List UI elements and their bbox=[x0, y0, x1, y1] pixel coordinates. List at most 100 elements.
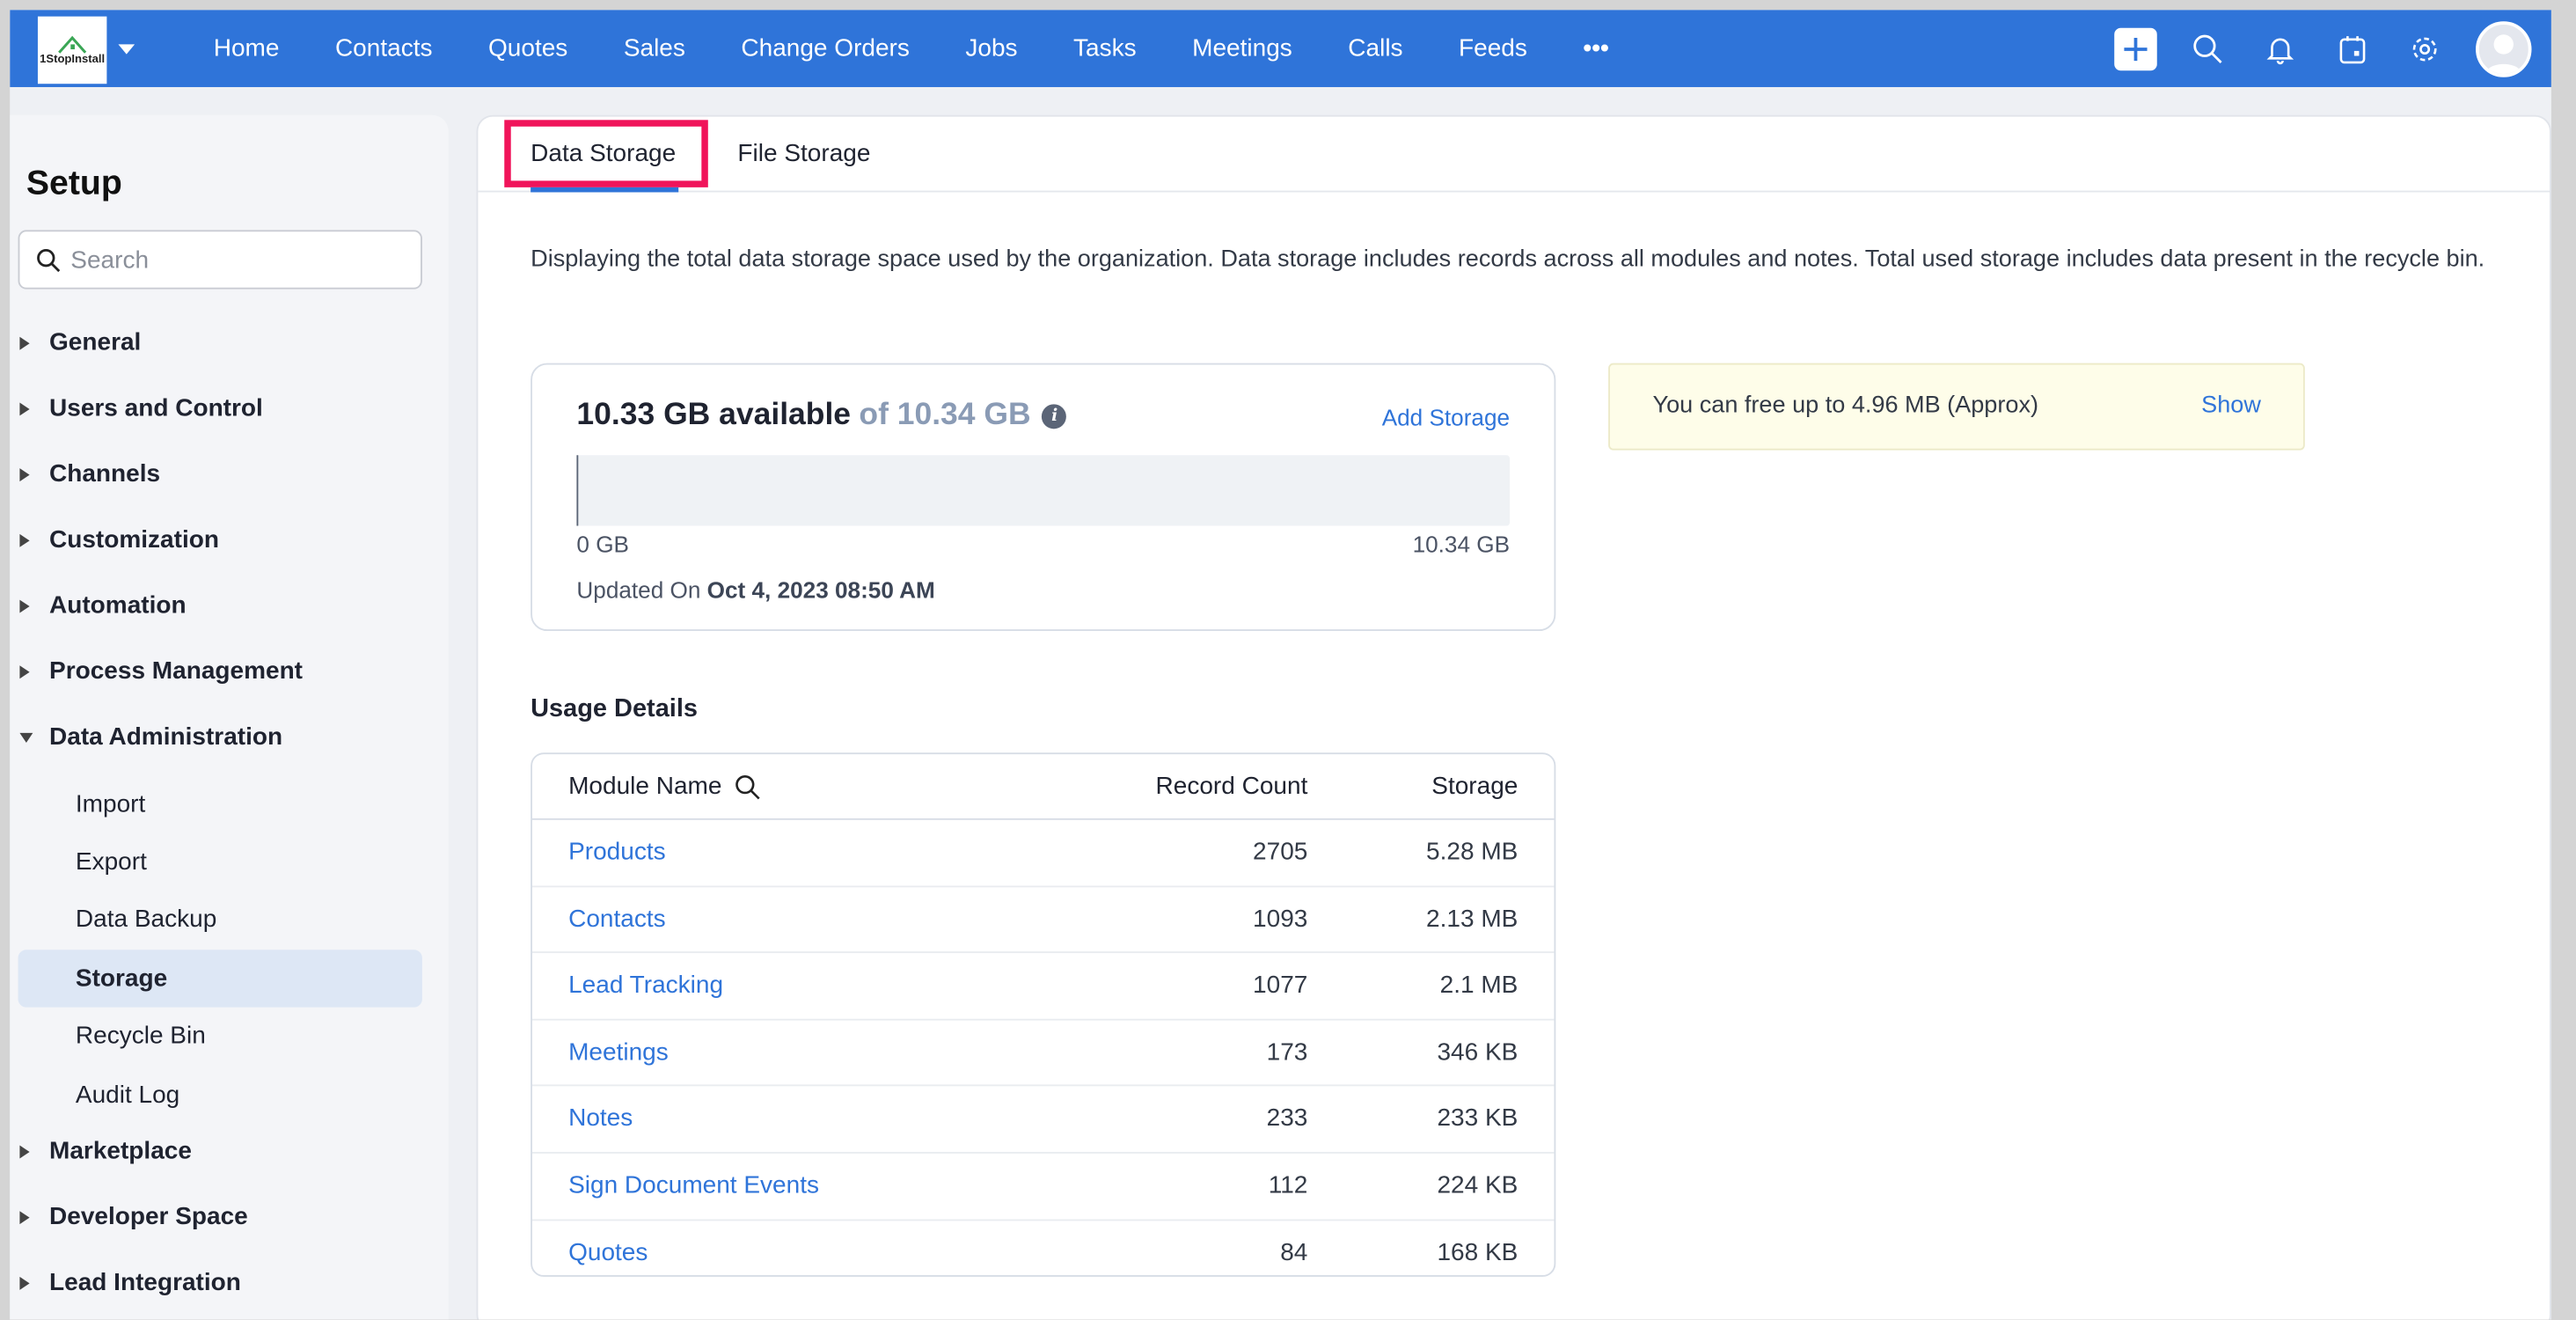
label: Data Administration bbox=[49, 722, 283, 752]
label: General bbox=[49, 328, 142, 357]
storage-size: 168 KB bbox=[1437, 1238, 1519, 1266]
calendar-icon[interactable] bbox=[2331, 27, 2375, 70]
settings-gear-icon[interactable] bbox=[2404, 27, 2447, 70]
nav-sales[interactable]: Sales bbox=[623, 34, 685, 62]
module-link[interactable]: Meetings bbox=[568, 1038, 669, 1067]
updated-value: Oct 4, 2023 08:50 AM bbox=[706, 576, 935, 604]
col-record-count[interactable]: Record Count bbox=[1155, 772, 1308, 801]
org-logo[interactable]: 1StopInstall bbox=[37, 16, 107, 84]
search-icon[interactable] bbox=[2186, 27, 2229, 70]
expand-arrow-icon bbox=[19, 532, 30, 546]
table-header: Module Name Record Count Storage bbox=[532, 754, 1555, 820]
free-up-text: You can free up to 4.96 MB (Approx) bbox=[1652, 392, 2038, 420]
sidebar-item-marketplace[interactable]: Marketplace bbox=[19, 1137, 192, 1165]
bell-icon[interactable] bbox=[2259, 27, 2302, 70]
record-count: 1077 bbox=[1253, 971, 1308, 1000]
expand-arrow-icon bbox=[19, 1275, 30, 1289]
expand-arrow-icon bbox=[19, 467, 30, 481]
sidebar-item-customization[interactable]: Customization bbox=[19, 526, 219, 554]
col-storage[interactable]: Storage bbox=[1431, 772, 1519, 801]
usage-table: Module Name Record Count Storage Product… bbox=[531, 752, 1556, 1277]
label: Automation bbox=[49, 591, 187, 620]
show-link[interactable]: Show bbox=[2201, 392, 2261, 420]
bar-min-label: 0 GB bbox=[576, 531, 630, 558]
search-placeholder: Search bbox=[70, 246, 150, 274]
label: Developer Space bbox=[49, 1202, 248, 1231]
user-avatar[interactable] bbox=[2476, 20, 2532, 77]
module-link[interactable]: Lead Tracking bbox=[568, 971, 724, 1000]
module-link[interactable]: Quotes bbox=[568, 1238, 648, 1266]
setup-sidebar: Setup Search General Users and Control C… bbox=[10, 114, 449, 1320]
nav-contacts[interactable]: Contacts bbox=[334, 34, 433, 62]
app-window: 1StopInstall Home Contacts Quotes Sales … bbox=[10, 10, 2551, 1320]
sidebar-item-process-management[interactable]: Process Management bbox=[19, 657, 303, 686]
expand-arrow-icon bbox=[19, 335, 30, 349]
active-tab-indicator bbox=[531, 187, 679, 193]
storage-size: 2.13 MB bbox=[1426, 905, 1519, 933]
module-link[interactable]: Contacts bbox=[568, 905, 666, 933]
expand-arrow-icon bbox=[19, 401, 30, 415]
sidebar-item-channels[interactable]: Channels bbox=[19, 460, 160, 488]
sidebar-item-lead-integration[interactable]: Lead Integration bbox=[19, 1268, 241, 1297]
storage-usage-bar bbox=[576, 455, 1511, 526]
sidebar-item-general[interactable]: General bbox=[19, 328, 141, 356]
storage-usage-fill bbox=[576, 455, 579, 526]
bar-max-label: 10.34 GB bbox=[1412, 531, 1511, 558]
sidebar-item-data-administration[interactable]: Data Administration bbox=[19, 722, 283, 752]
tab-file-storage[interactable]: File Storage bbox=[737, 139, 871, 168]
org-switcher-caret-icon[interactable] bbox=[118, 44, 135, 55]
nav-tasks[interactable]: Tasks bbox=[1073, 34, 1137, 62]
tab-data-storage[interactable]: Data Storage bbox=[531, 139, 677, 168]
sidebar-subitem-import[interactable]: Import bbox=[75, 790, 146, 818]
module-link[interactable]: Sign Document Events bbox=[568, 1171, 819, 1200]
expand-arrow-icon bbox=[19, 1144, 30, 1158]
storage-available: 10.33 GB available of 10.34 GB i bbox=[576, 397, 1067, 434]
record-count: 233 bbox=[1266, 1104, 1308, 1133]
sidebar-subitem-audit-log[interactable]: Audit Log bbox=[75, 1081, 180, 1110]
nav-feeds[interactable]: Feeds bbox=[1459, 34, 1527, 62]
top-nav-bar: 1StopInstall Home Contacts Quotes Sales … bbox=[10, 10, 2551, 87]
create-plus-icon[interactable] bbox=[2114, 26, 2157, 70]
sidebar-item-users-and-control[interactable]: Users and Control bbox=[19, 394, 263, 422]
nav-more-icon[interactable]: ••• bbox=[1583, 34, 1609, 62]
label: Users and Control bbox=[49, 394, 263, 422]
sidebar-subitem-export[interactable]: Export bbox=[75, 847, 147, 876]
expand-arrow-icon bbox=[19, 1210, 30, 1224]
sidebar-search-input[interactable]: Search bbox=[18, 230, 422, 290]
storage-size: 233 KB bbox=[1437, 1104, 1519, 1133]
sidebar-subitem-data-backup[interactable]: Data Backup bbox=[75, 905, 217, 934]
module-link[interactable]: Products bbox=[568, 838, 666, 867]
nav-change-orders[interactable]: Change Orders bbox=[741, 34, 910, 62]
info-icon[interactable]: i bbox=[1042, 403, 1067, 429]
record-count: 84 bbox=[1280, 1238, 1308, 1266]
storage-size: 346 KB bbox=[1437, 1038, 1519, 1067]
record-count: 173 bbox=[1266, 1038, 1308, 1067]
sidebar-title: Setup bbox=[26, 164, 122, 202]
sidebar-item-automation[interactable]: Automation bbox=[19, 591, 187, 620]
top-actions bbox=[2114, 10, 2551, 87]
nav-home[interactable]: Home bbox=[213, 34, 280, 62]
nav-calls[interactable]: Calls bbox=[1348, 34, 1403, 62]
label: Marketplace bbox=[49, 1137, 192, 1165]
available-text: 10.33 GB available bbox=[576, 397, 852, 433]
table-row: Notes 233 233 KB bbox=[532, 1087, 1555, 1154]
expand-arrow-icon bbox=[19, 664, 30, 678]
sidebar-subitem-storage[interactable]: Storage bbox=[18, 950, 422, 1008]
module-link[interactable]: Notes bbox=[568, 1104, 633, 1133]
label: Channels bbox=[49, 459, 161, 488]
col-module-name: Module Name bbox=[568, 773, 761, 800]
updated-on: Updated On Oct 4, 2023 08:50 AM bbox=[576, 576, 934, 603]
storage-size: 224 KB bbox=[1437, 1171, 1519, 1200]
sidebar-subitem-recycle-bin[interactable]: Recycle Bin bbox=[75, 1022, 206, 1051]
module-nav: Home Contacts Quotes Sales Change Orders… bbox=[191, 10, 1643, 87]
free-up-banner: You can free up to 4.96 MB (Approx) Show bbox=[1608, 363, 2305, 451]
nav-meetings[interactable]: Meetings bbox=[1192, 34, 1292, 62]
nav-quotes[interactable]: Quotes bbox=[487, 34, 568, 62]
record-count: 112 bbox=[1268, 1171, 1308, 1200]
add-storage-link[interactable]: Add Storage bbox=[1381, 404, 1511, 431]
nav-jobs[interactable]: Jobs bbox=[965, 34, 1018, 62]
sidebar-item-developer-space[interactable]: Developer Space bbox=[19, 1202, 248, 1231]
search-icon[interactable] bbox=[735, 774, 761, 800]
label: Lead Integration bbox=[49, 1268, 241, 1297]
